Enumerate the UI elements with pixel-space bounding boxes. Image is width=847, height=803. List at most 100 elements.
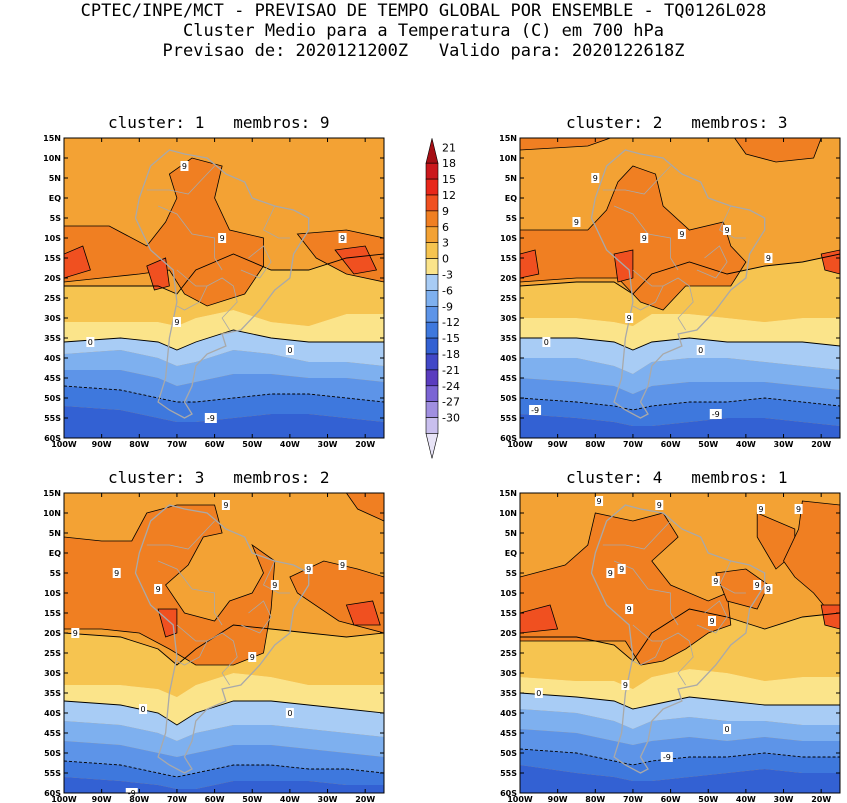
contour-label: 9 xyxy=(619,565,624,574)
contour-label-box xyxy=(621,680,630,690)
lon-tick-label: 30W xyxy=(774,440,794,449)
contour-label-box xyxy=(711,576,720,586)
lat-tick-label: 10N xyxy=(499,154,517,163)
lat-tick-label: 55S xyxy=(44,769,61,778)
contour-label-box xyxy=(606,568,615,578)
panel-3-title: cluster: 3 membros: 2 xyxy=(108,468,330,487)
contour-label: 9 xyxy=(182,162,187,171)
contour-label-box xyxy=(86,337,95,347)
contour-label: 0 xyxy=(287,709,292,718)
contour-label-box xyxy=(677,229,686,239)
panel-4-field xyxy=(520,493,840,793)
contour-label-box xyxy=(139,704,148,714)
lat-tick-label: 50S xyxy=(44,749,61,758)
colorbar-label: -15 xyxy=(442,332,460,345)
contour-label: -9 xyxy=(712,410,720,419)
contour-label: 9 xyxy=(766,254,771,263)
lat-tick-label: 5N xyxy=(49,174,61,183)
contour-label-box xyxy=(248,652,257,662)
lat-tick-label: 10S xyxy=(500,234,517,243)
contour-label-box xyxy=(753,580,762,590)
contour-label: 9 xyxy=(73,629,78,638)
contour-label: 0 xyxy=(698,346,703,355)
lat-tick-label: 30S xyxy=(44,314,61,323)
contour-label: 0 xyxy=(725,725,730,734)
contour-label: 9 xyxy=(114,569,119,578)
contour-label: 0 xyxy=(287,346,292,355)
contour-label-box xyxy=(529,405,542,415)
contour-label-box xyxy=(534,688,543,698)
colorbar-label: 0 xyxy=(442,253,449,266)
lat-tick-label: 60S xyxy=(44,434,61,443)
panel-1-frame xyxy=(63,137,385,439)
lat-tick-label: 45S xyxy=(44,374,61,383)
lat-tick-label: 10S xyxy=(44,589,61,598)
lon-tick-label: 70W xyxy=(167,440,187,449)
contour-label: 9 xyxy=(174,318,179,327)
lat-tick-label: 25S xyxy=(44,294,61,303)
lat-tick-label: EQ xyxy=(49,194,61,203)
lon-tick-label: 100W xyxy=(507,440,533,449)
lat-tick-label: 50S xyxy=(500,394,517,403)
contour-label-box xyxy=(285,345,294,355)
panel-2-field xyxy=(520,138,840,438)
lon-tick-label: 100W xyxy=(51,795,77,803)
contour-label-box xyxy=(180,161,189,171)
lat-tick-label: 10S xyxy=(44,234,61,243)
lat-tick-label: 50S xyxy=(500,749,517,758)
lat-tick-label: 5S xyxy=(506,569,518,578)
lat-tick-label: 25S xyxy=(500,649,517,658)
contour-label-box xyxy=(655,500,664,510)
contour-label: 9 xyxy=(574,218,579,227)
lat-tick-label: 15N xyxy=(499,489,517,498)
lon-tick-label: 20W xyxy=(811,795,831,803)
lat-tick-label: 35S xyxy=(500,334,517,343)
contour-label: 9 xyxy=(627,605,632,614)
contour-label-box xyxy=(285,708,294,718)
lat-tick-label: 40S xyxy=(44,709,61,718)
lat-tick-label: 15N xyxy=(43,134,61,143)
lat-tick-label: 15N xyxy=(43,489,61,498)
lat-tick-label: EQ xyxy=(505,549,517,558)
contour-label: 9 xyxy=(755,581,760,590)
colorbar-label: -21 xyxy=(442,364,460,377)
contour-label: 9 xyxy=(713,577,718,586)
lat-tick-label: EQ xyxy=(505,194,517,203)
lon-tick-label: 100W xyxy=(507,795,533,803)
contour-label-box xyxy=(708,616,716,626)
lon-tick-label: 80W xyxy=(585,795,605,803)
lat-tick-label: 10N xyxy=(43,154,61,163)
panel-1-title: cluster: 1 membros: 9 xyxy=(108,113,330,132)
colorbar-label: -27 xyxy=(442,396,460,409)
contour-label-box xyxy=(696,345,705,355)
lon-tick-label: 90W xyxy=(92,795,112,803)
contour-label: 9 xyxy=(725,226,730,235)
colorbar-label: 12 xyxy=(442,189,456,202)
lat-tick-label: 15S xyxy=(500,254,517,263)
contour-label: 9 xyxy=(627,314,632,323)
colorbar-label: -3 xyxy=(442,269,453,282)
contour-label: 0 xyxy=(141,705,146,714)
contour-label: 9 xyxy=(766,585,771,594)
colorbar-label: 21 xyxy=(442,141,456,154)
lat-tick-label: EQ xyxy=(49,549,61,558)
contour-label-box xyxy=(218,233,227,243)
contour-label-box xyxy=(112,568,121,578)
contour-label-box xyxy=(542,337,551,347)
contour-label: 9 xyxy=(306,565,311,574)
lat-tick-label: 30S xyxy=(44,669,61,678)
lon-tick-label: 30W xyxy=(774,795,794,803)
contour-label-box xyxy=(204,413,217,423)
colorbar-label: -9 xyxy=(442,300,453,313)
contour-label: -9 xyxy=(207,414,215,423)
contour-label: 9 xyxy=(709,617,714,626)
lat-tick-label: 40S xyxy=(500,354,517,363)
contour-label-box xyxy=(764,584,773,594)
lon-tick-label: 40W xyxy=(280,440,300,449)
lat-tick-label: 45S xyxy=(44,729,61,738)
contour-label: 9 xyxy=(340,561,345,570)
lat-tick-label: 5S xyxy=(506,214,518,223)
contour-label: 9 xyxy=(608,569,613,578)
lon-tick-label: 80W xyxy=(129,440,149,449)
